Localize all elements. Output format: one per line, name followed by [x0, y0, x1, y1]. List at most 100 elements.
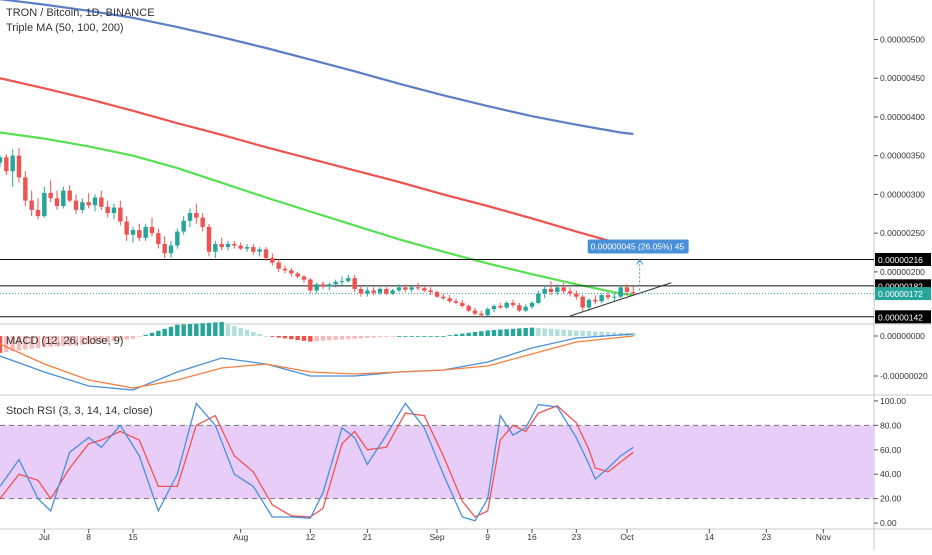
- candle-body[interactable]: [498, 305, 503, 308]
- candle-body[interactable]: [86, 202, 91, 206]
- candle-body[interactable]: [10, 155, 15, 172]
- candle-body[interactable]: [35, 209, 41, 217]
- candle-body[interactable]: [523, 306, 528, 311]
- candle-body[interactable]: [137, 230, 142, 238]
- candle-body[interactable]: [491, 305, 497, 310]
- candle-body[interactable]: [574, 293, 579, 297]
- candle-body[interactable]: [384, 288, 389, 294]
- candle-body[interactable]: [111, 207, 117, 214]
- candle-body[interactable]: [149, 226, 155, 234]
- candle-body[interactable]: [187, 213, 193, 221]
- macd-panel[interactable]: [0, 322, 636, 391]
- candle-body[interactable]: [428, 290, 433, 293]
- candle-body[interactable]: [282, 268, 288, 271]
- candle-body[interactable]: [295, 273, 300, 277]
- candle-body[interactable]: [466, 305, 471, 311]
- measure-callout-box[interactable]: [587, 239, 689, 254]
- candle-body[interactable]: [130, 230, 136, 235]
- candle-body[interactable]: [143, 226, 148, 238]
- candle-body[interactable]: [485, 309, 490, 316]
- candle-body[interactable]: [510, 302, 516, 306]
- candle-body[interactable]: [105, 206, 110, 214]
- candle-body[interactable]: [289, 270, 294, 274]
- candle-body[interactable]: [61, 190, 66, 207]
- candle-body[interactable]: [517, 305, 522, 311]
- candle-body[interactable]: [92, 197, 98, 206]
- candle-body[interactable]: [194, 213, 199, 218]
- candle-body[interactable]: [352, 278, 357, 289]
- candle-body[interactable]: [257, 249, 262, 252]
- candle-body[interactable]: [175, 231, 180, 246]
- candle-body[interactable]: [358, 288, 364, 294]
- candle-body[interactable]: [403, 287, 408, 290]
- candle-body[interactable]: [346, 278, 351, 282]
- candle-body[interactable]: [73, 200, 79, 210]
- candle-body[interactable]: [441, 296, 446, 299]
- candle-body[interactable]: [238, 245, 243, 249]
- candle-body[interactable]: [542, 288, 547, 294]
- support-trendline[interactable]: [569, 282, 672, 317]
- candle-body[interactable]: [409, 287, 414, 290]
- candle-body[interactable]: [244, 247, 250, 249]
- candle-body[interactable]: [263, 249, 269, 258]
- candle-body[interactable]: [23, 177, 28, 201]
- candle-body[interactable]: [0, 157, 3, 163]
- candle-body[interactable]: [434, 292, 440, 297]
- candle-body[interactable]: [396, 287, 402, 291]
- candle-body[interactable]: [232, 243, 237, 246]
- candle-body[interactable]: [54, 198, 60, 207]
- price-panel[interactable]: 0.00000045 (26.05%) 45: [0, 0, 874, 318]
- candle-body[interactable]: [365, 290, 370, 294]
- candle-body[interactable]: [447, 298, 452, 302]
- candle-body[interactable]: [16, 155, 22, 178]
- candle-body[interactable]: [162, 243, 167, 254]
- candle-body[interactable]: [213, 243, 218, 252]
- candle-body[interactable]: [29, 200, 34, 210]
- candle-body[interactable]: [586, 299, 592, 308]
- candle-body[interactable]: [529, 302, 535, 307]
- candle-body[interactable]: [593, 299, 598, 302]
- candle-body[interactable]: [415, 287, 421, 289]
- candle-body[interactable]: [168, 245, 174, 254]
- candle-body[interactable]: [314, 284, 319, 291]
- candle-body[interactable]: [276, 262, 281, 269]
- candle-body[interactable]: [555, 287, 560, 293]
- candle-body[interactable]: [371, 290, 376, 293]
- candle-body[interactable]: [4, 157, 9, 172]
- candle-body[interactable]: [624, 287, 630, 293]
- candle-body[interactable]: [631, 292, 636, 294]
- candle-body[interactable]: [504, 302, 509, 308]
- candle-body[interactable]: [99, 197, 104, 207]
- candle-body[interactable]: [320, 284, 326, 287]
- candle-body[interactable]: [339, 281, 345, 283]
- candle-body[interactable]: [308, 279, 313, 291]
- candle-body[interactable]: [548, 288, 554, 293]
- candle-body[interactable]: [118, 207, 123, 222]
- candle-body[interactable]: [206, 226, 212, 252]
- candle-body[interactable]: [301, 276, 307, 280]
- candle-body[interactable]: [605, 295, 611, 298]
- candle-body[interactable]: [472, 310, 478, 314]
- candle-body[interactable]: [377, 288, 383, 293]
- candle-body[interactable]: [580, 296, 585, 308]
- candle-body[interactable]: [219, 243, 224, 248]
- candle-body[interactable]: [567, 291, 573, 294]
- candle-body[interactable]: [453, 301, 459, 303]
- candle-body[interactable]: [42, 192, 47, 217]
- candle-body[interactable]: [181, 220, 186, 232]
- candle-body[interactable]: [270, 257, 275, 263]
- candle-body[interactable]: [327, 284, 332, 287]
- candle-body[interactable]: [251, 247, 256, 252]
- candle-body[interactable]: [333, 281, 338, 285]
- candle-body[interactable]: [618, 287, 623, 297]
- candle-body[interactable]: [225, 243, 231, 248]
- candle-body[interactable]: [156, 233, 161, 244]
- stoch-rsi-panel[interactable]: [0, 401, 634, 522]
- candle-body[interactable]: [599, 295, 604, 302]
- candle-body[interactable]: [612, 296, 617, 298]
- candle-body[interactable]: [124, 221, 129, 235]
- candle-body[interactable]: [200, 217, 205, 227]
- candle-body[interactable]: [561, 287, 566, 292]
